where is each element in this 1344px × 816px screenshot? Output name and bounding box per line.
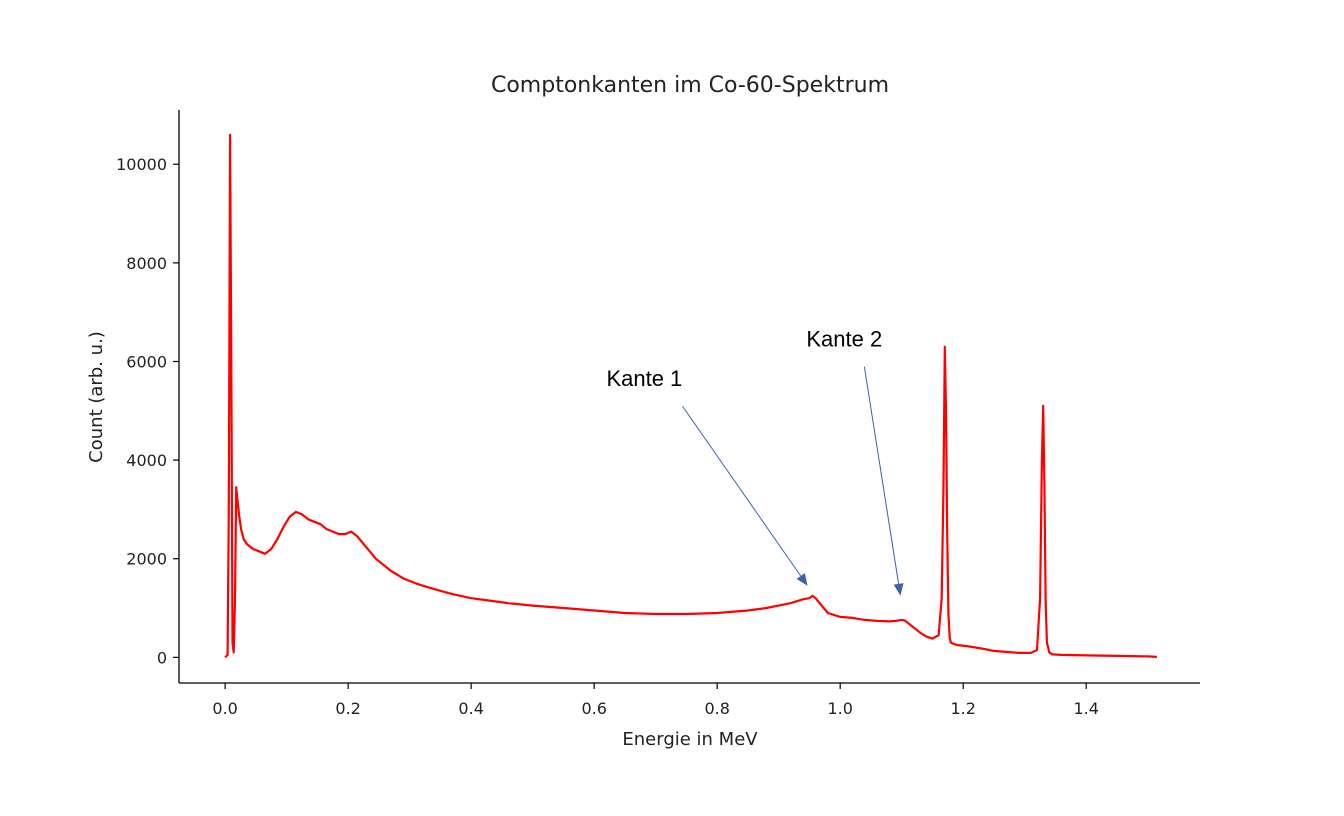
annotation-arrowhead-1 xyxy=(796,573,808,586)
x-tick-label: 0.4 xyxy=(458,699,483,718)
y-tick-label: 8000 xyxy=(126,254,167,273)
y-tick-label: 10000 xyxy=(116,155,167,174)
annotation-arrow-line-2 xyxy=(863,366,900,584)
y-tick-label: 2000 xyxy=(126,550,167,569)
x-tick-label: 0.0 xyxy=(212,699,237,718)
series-line-1 xyxy=(224,133,1157,659)
annotation-label-1: Kante 1 xyxy=(606,366,682,391)
annotation-arrowhead-2 xyxy=(893,583,904,596)
axes xyxy=(178,110,1200,684)
y-axis-label: Count (arb. u.) xyxy=(86,331,107,463)
x-tick-label: 1.0 xyxy=(827,699,852,718)
x-tick-label: 0.2 xyxy=(335,699,360,718)
x-tick-label: 0.6 xyxy=(581,699,606,718)
x-tick-label: 1.4 xyxy=(1073,699,1098,718)
y-tick-label: 0 xyxy=(157,648,167,667)
annotations: Kante 1 Kante 2 xyxy=(606,327,904,596)
y-tick-label: 4000 xyxy=(126,451,167,470)
plot-series xyxy=(224,133,1157,659)
annotation-label-2: Kante 2 xyxy=(806,327,882,352)
chart-title: Comptonkanten im Co-60-Spektrum xyxy=(491,73,889,98)
y-tick-label: 6000 xyxy=(126,352,167,371)
y-ticks: 0 2000 4000 6000 8000 10000 xyxy=(116,155,179,667)
x-axis-label: Energie in MeV xyxy=(622,729,758,750)
x-tick-label: 0.8 xyxy=(704,699,729,718)
annotation-arrow-line-1 xyxy=(682,405,802,577)
x-tick-label: 1.2 xyxy=(950,699,975,718)
x-ticks: 0.0 0.2 0.4 0.6 0.8 1.0 1.2 1.4 xyxy=(212,683,1099,718)
